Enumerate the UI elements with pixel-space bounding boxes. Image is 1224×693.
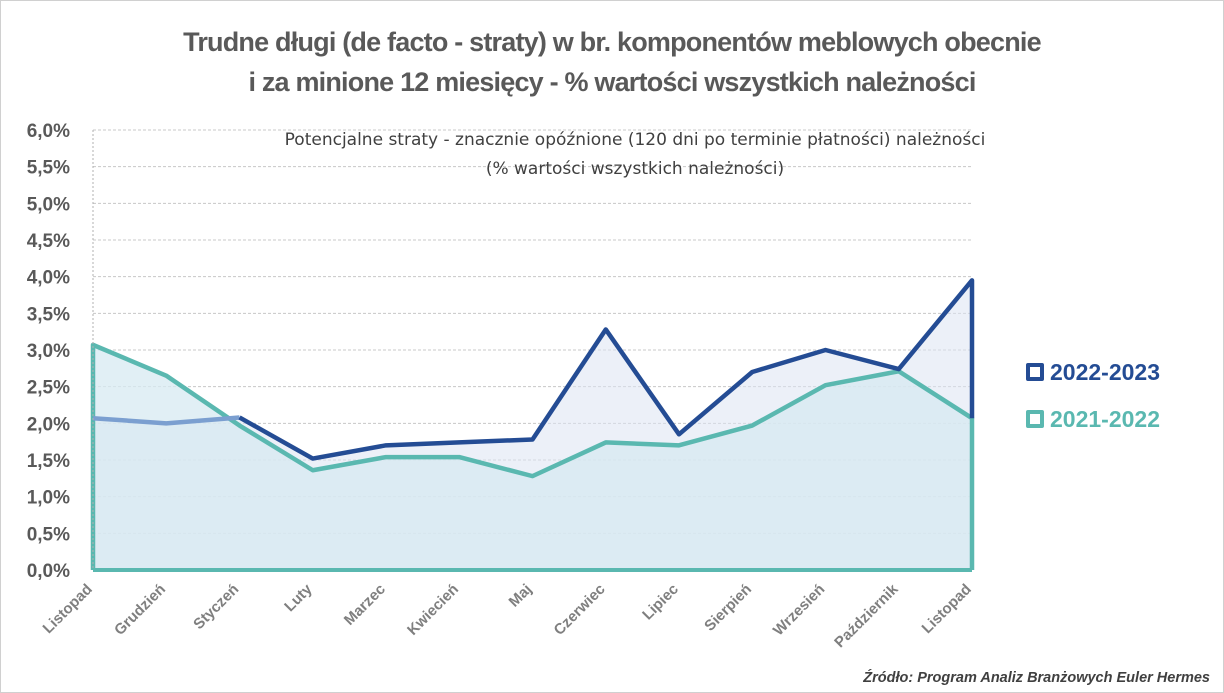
source-note: Źródło: Program Analiz Branżowych Euler …	[863, 670, 1210, 686]
y-tick-label: 4,5%	[27, 231, 70, 252]
y-tick-label: 2,0%	[27, 414, 70, 435]
x-tick-label: Maj	[506, 581, 536, 611]
area-2021-2022	[93, 344, 972, 570]
series-areas	[93, 280, 972, 570]
x-tick-label: Styczeń	[190, 581, 242, 633]
x-tick-label: Luty	[281, 580, 316, 615]
x-tick-label: Listopad	[40, 581, 96, 637]
legend: 2022-2023 2021-2022	[1026, 358, 1160, 452]
x-tick-label: Marzec	[341, 581, 389, 629]
x-tick-label: Październik	[831, 580, 902, 651]
y-tick-label: 6,0%	[27, 121, 70, 142]
legend-marker-2021-2022	[1026, 410, 1044, 428]
legend-item-2022-2023: 2022-2023	[1026, 358, 1160, 386]
y-axis-ticks: 0,0% 0,5% 1,0% 1,5% 2,0% 2,5% 3,0% 3,5% 4,0% 4,5%…	[27, 121, 70, 582]
legend-marker-2022-2023	[1026, 363, 1044, 381]
y-tick-label: 0,0%	[27, 561, 70, 582]
y-tick-label: 5,5%	[27, 158, 70, 179]
x-tick-label: Listopad	[919, 581, 975, 637]
y-tick-label: 1,5%	[27, 451, 70, 472]
chart-title-line-2: i za minione 12 miesięcy - % wartości ws…	[248, 67, 976, 97]
y-tick-label: 1,0%	[27, 488, 70, 509]
series-lines	[90, 278, 975, 570]
x-tick-label: Kwiecień	[404, 581, 462, 639]
x-axis-ticks: Listopad Grudzień Styczeń Luty Marzec Kwiecie…	[40, 580, 975, 651]
series-line-2021-2022	[90, 342, 975, 570]
series-line-2022-2023-early	[92, 415, 240, 426]
legend-label-2022-2023: 2022-2023	[1050, 358, 1160, 385]
y-tick-label: 2,5%	[27, 378, 70, 399]
x-tick-label: Wrzesień	[770, 581, 828, 639]
chart-subtitle-line-1: Potencjalne straty - znacznie opóźnione …	[284, 130, 986, 150]
x-tick-label: Lipiec	[639, 581, 682, 624]
legend-label-2021-2022: 2021-2022	[1050, 405, 1160, 432]
series-line-2022-2023	[238, 278, 975, 461]
y-tick-label: 5,0%	[27, 194, 70, 215]
chart-subtitle-line-2: (% wartości wszystkich należności)	[485, 159, 785, 179]
y-tick-label: 3,5%	[27, 304, 70, 325]
chart-subtitle: Potencjalne straty - znacznie opóźnione …	[150, 126, 1120, 184]
y-tick-label: 3,0%	[27, 341, 70, 362]
x-tick-label: Sierpień	[701, 581, 755, 635]
y-tick-label: 0,5%	[27, 524, 70, 545]
axes	[92, 130, 972, 572]
chart-title: Trudne długi (de facto - straty) w br. k…	[0, 22, 1224, 102]
legend-item-2021-2022: 2021-2022	[1026, 405, 1160, 433]
x-tick-label: Grudzień	[111, 581, 169, 639]
y-tick-label: 4,0%	[27, 268, 70, 289]
x-tick-label: Czerwiec	[551, 581, 609, 639]
chart-title-line-1: Trudne długi (de facto - straty) w br. k…	[183, 27, 1042, 57]
